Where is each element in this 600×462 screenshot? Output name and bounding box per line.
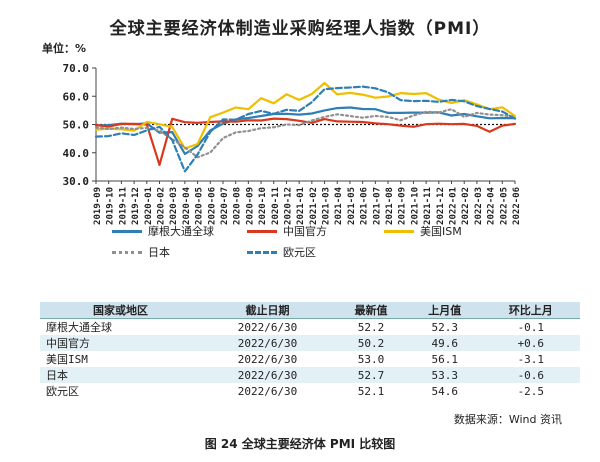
x-tick-label: 2020-12 — [283, 187, 293, 225]
cell-latest: 52.2 — [357, 320, 385, 334]
x-tick-label: 2021-09 — [398, 187, 408, 225]
x-tick-label: 2020-05 — [195, 187, 205, 225]
x-tick-label: 2019-09 — [93, 187, 103, 225]
col-header-previous: 上月值 — [407, 302, 482, 319]
x-tick-label: 2022-02 — [461, 187, 471, 225]
col-header-latest: 最新值 — [334, 302, 408, 319]
legend-item: 欧元区 — [247, 244, 316, 260]
x-tick-label: 2021-10 — [410, 187, 420, 225]
cell-change: -0.1 — [517, 320, 545, 334]
x-tick-label: 2020-11 — [271, 187, 281, 225]
x-tick-label: 2020-04 — [182, 186, 192, 225]
legend-item: 中国官方 — [247, 223, 327, 239]
cell-previous: 56.1 — [431, 352, 459, 366]
series-line-1 — [94, 117, 517, 166]
legend-swatch — [112, 229, 142, 233]
x-tick-label: 2020-09 — [245, 187, 255, 225]
y-tick-label: 50.0 — [63, 119, 90, 132]
x-tick-label: 2019-10 — [106, 187, 116, 225]
x-tick-label: 2019-11 — [118, 187, 128, 225]
cell-region: 日本 — [40, 367, 201, 383]
cell-previous: 53.3 — [407, 367, 482, 383]
data-source-note: 数据来源：Wind 资讯 — [453, 413, 562, 426]
legend-label: 摩根大通全球 — [148, 225, 214, 238]
table-row: 欧元区 2022/6/30 52.1 54.6 -2.5 — [40, 383, 580, 399]
unit-label: 单位：% — [42, 42, 87, 55]
cell-change: -3.1 — [517, 352, 545, 366]
legend-label: 中国官方 — [283, 225, 327, 238]
legend-swatch — [247, 229, 277, 233]
figure-caption: 图 24 全球主要经济体 PMI 比较图 — [204, 437, 396, 451]
x-tick-label: 2021-05 — [347, 187, 357, 225]
x-tick-label: 2020-07 — [220, 187, 230, 225]
x-tick-label: 2020-10 — [258, 187, 268, 225]
cell-date: 2022/6/30 — [200, 335, 335, 351]
legend-label: 日本 — [148, 246, 170, 259]
x-tick-label: 2021-08 — [385, 187, 395, 225]
legend-swatch — [112, 250, 142, 254]
col-header-region: 国家或地区 — [40, 302, 201, 319]
x-tick-label: 2021-12 — [436, 187, 446, 225]
legend-item: 日本 — [112, 244, 170, 260]
legend-swatch — [247, 250, 277, 254]
cell-change: +0.6 — [481, 335, 580, 351]
y-tick-label: 30.0 — [63, 175, 90, 188]
cell-previous: 54.6 — [431, 384, 459, 398]
x-tick-label: 2021-01 — [296, 187, 306, 225]
col-header-change: 环比上月 — [481, 302, 580, 319]
col-header-date: 截止日期 — [200, 302, 335, 319]
series-line-0 — [94, 106, 517, 155]
x-tick-label: 2020-02 — [156, 187, 166, 225]
cell-change: -0.6 — [481, 367, 580, 383]
cell-region: 欧元区 — [46, 385, 79, 398]
x-tick-label: 2021-07 — [372, 187, 382, 225]
legend-label: 欧元区 — [283, 246, 316, 259]
x-tick-label: 2020-08 — [233, 187, 243, 225]
x-tick-label: 2022-06 — [512, 187, 522, 225]
cell-date: 2022/6/30 — [237, 384, 298, 398]
cell-date: 2022/6/30 — [200, 367, 335, 383]
x-tick-label: 2019-12 — [131, 187, 141, 225]
x-tick-label: 2020-01 — [144, 187, 154, 225]
x-tick-label: 2020-03 — [169, 187, 179, 225]
y-tick-label: 70.0 — [63, 62, 90, 75]
cell-region: 摩根大通全球 — [46, 321, 112, 334]
x-tick-label: 2021-06 — [360, 187, 370, 225]
x-tick-label: 2021-04 — [334, 186, 344, 225]
x-tick-label: 2020-06 — [207, 187, 217, 225]
table-row: 美国ISM 2022/6/30 53.0 56.1 -3.1 — [40, 351, 580, 367]
table-header-row: 国家或地区 截止日期 最新值 上月值 环比上月 — [40, 302, 580, 319]
legend-label: 美国ISM — [420, 225, 462, 238]
cell-previous: 49.6 — [407, 335, 482, 351]
x-tick-label: 2021-02 — [309, 187, 319, 225]
chart-title: 全球主要经济体制造业采购经理人指数（PMI） — [109, 19, 491, 39]
cell-latest: 52.7 — [334, 367, 408, 383]
legend-swatch — [384, 229, 414, 233]
series-line-4 — [94, 85, 517, 173]
pmi-comparison-table: 国家或地区 截止日期 最新值 上月值 环比上月 摩根大通全球 2022/6/30… — [40, 302, 580, 399]
cell-region: 美国ISM — [46, 353, 88, 366]
table-row: 摩根大通全球 2022/6/30 52.2 52.3 -0.1 — [40, 319, 580, 336]
table-row: 中国官方 2022/6/30 50.2 49.6 +0.6 — [40, 335, 580, 351]
cell-latest: 52.1 — [357, 384, 385, 398]
cell-region: 中国官方 — [40, 335, 201, 351]
cell-change: -2.5 — [517, 384, 545, 398]
x-tick-label: 2022-05 — [499, 187, 509, 225]
x-tick-label: 2022-01 — [449, 187, 459, 225]
table-row: 日本 2022/6/30 52.7 53.3 -0.6 — [40, 367, 580, 383]
x-tick-label: 2022-04 — [487, 186, 497, 225]
x-tick-label: 2021-03 — [322, 187, 332, 225]
legend-item: 摩根大通全球 — [112, 223, 214, 239]
x-tick-label: 2021-11 — [423, 187, 433, 225]
cell-date: 2022/6/30 — [237, 352, 298, 366]
cell-date: 2022/6/30 — [237, 320, 298, 334]
y-tick-label: 60.0 — [63, 90, 90, 103]
cell-latest: 53.0 — [357, 352, 385, 366]
y-tick-label: 40.0 — [63, 147, 90, 160]
x-tick-label: 2022-03 — [474, 187, 484, 225]
legend-item: 美国ISM — [384, 223, 462, 239]
cell-previous: 52.3 — [431, 320, 459, 334]
cell-latest: 50.2 — [334, 335, 408, 351]
